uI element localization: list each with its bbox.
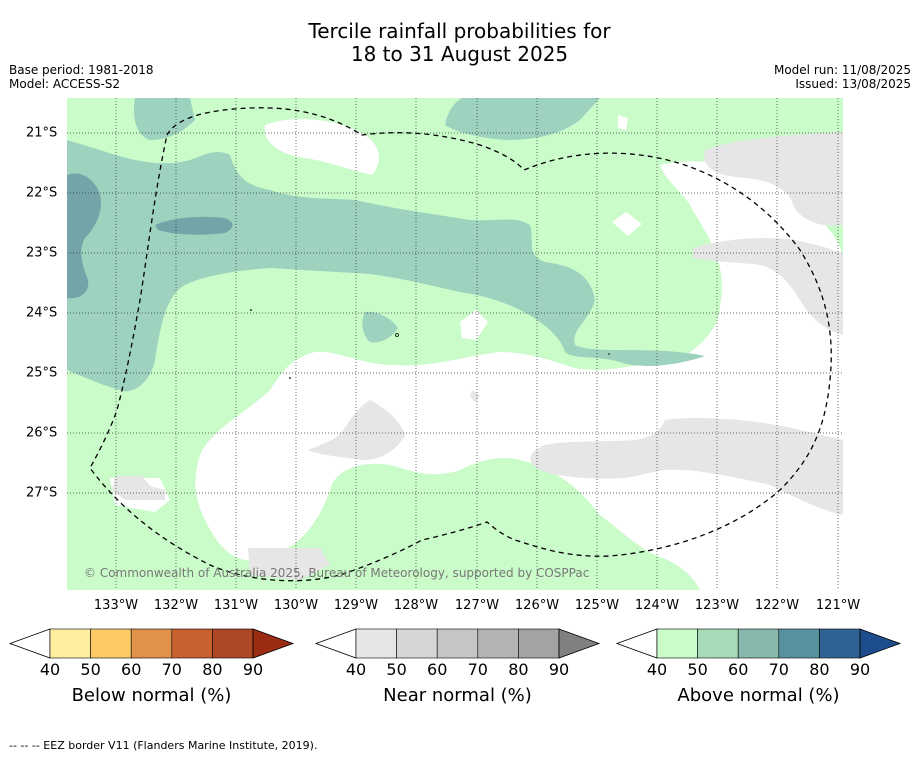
- colorbar-segment: [819, 628, 861, 659]
- longitude-tick: 131°W: [213, 598, 259, 613]
- colorbar-tick: 60: [121, 660, 142, 679]
- colorbar-segment: [355, 628, 397, 659]
- longitude-tick: 129°W: [333, 598, 379, 613]
- colorbar-tick: 40: [39, 660, 61, 679]
- colorbar-tick: 60: [728, 660, 749, 679]
- longitude-tick: 124°W: [634, 598, 680, 613]
- colorbar-title: Above normal (%): [677, 685, 840, 706]
- model-name: Model: ACCESS-S2: [9, 77, 121, 91]
- longitude-tick: 132°W: [153, 598, 199, 613]
- longitude-tick: 123°W: [694, 598, 740, 613]
- colorbars: [8, 628, 902, 659]
- latitude-tick: 26°S: [26, 425, 58, 441]
- colorbar-tick: 50: [386, 660, 407, 679]
- island-marker: [250, 309, 252, 311]
- meta-left: Base period: 1981-2018 Model: ACCESS-S2: [9, 63, 154, 91]
- neutral-regions: [110, 115, 843, 590]
- colorbar-segment: [737, 628, 780, 659]
- meta-right: Model run: 11/08/2025 Issued: 13/08/2025: [774, 63, 911, 91]
- colorbar-tick: 70: [467, 660, 488, 679]
- colorbar-title: Near normal (%): [383, 685, 532, 706]
- longitude-tick: 121°W: [815, 598, 861, 613]
- colorbar-segment: [90, 628, 132, 659]
- model-run: Model run: 11/08/2025: [773, 63, 911, 77]
- colorbar-tick: 50: [687, 660, 708, 679]
- above-60-region: [67, 173, 233, 299]
- colorbar-segment: [697, 628, 739, 659]
- colorbar-tick: 90: [849, 660, 871, 679]
- longitude-tick: 133°W: [93, 598, 139, 613]
- colorbar-tick: 90: [242, 660, 264, 679]
- chart-title: Tercile rainfall probabilities for 18 to…: [0, 20, 919, 66]
- colorbar-segment: [212, 628, 254, 659]
- latitude-tick: 25°S: [26, 365, 58, 381]
- island-marker: [395, 333, 399, 337]
- latitude-tick: 23°S: [26, 245, 58, 261]
- base-period: Base period: 1981-2018: [9, 63, 154, 77]
- colorbar-tick: 40: [345, 660, 367, 679]
- colorbar-segment: [49, 628, 91, 659]
- issued-date: Issued: 13/08/2025: [795, 77, 911, 91]
- eez-footnote: -- -- -- EEZ border V11 (Flanders Marine…: [9, 739, 318, 752]
- colorbar-over-triangle: [859, 628, 902, 659]
- colorbar-segment: [130, 628, 173, 659]
- latitude-tick: 21°S: [26, 125, 58, 141]
- longitude-tick: 122°W: [754, 598, 800, 613]
- copyright-text: © Commonwealth of Australia 2025, Bureau…: [84, 566, 589, 580]
- graticule: [67, 98, 843, 590]
- colorbar-segment: [778, 628, 820, 659]
- colorbar-tick: 60: [427, 660, 448, 679]
- colorbar-segment: [477, 628, 519, 659]
- colorbar-segment: [396, 628, 438, 659]
- colorbar-title: Below normal (%): [71, 685, 232, 706]
- longitude-tick: 125°W: [574, 598, 620, 613]
- island-marker: [608, 353, 610, 355]
- longitude-tick: 128°W: [393, 598, 439, 613]
- colorbar-under-triangle: [8, 628, 51, 659]
- colorbar-under-triangle: [615, 628, 658, 659]
- colorbar-tick: 70: [161, 660, 182, 679]
- colorbar-over-triangle: [252, 628, 295, 659]
- longitude-tick: 130°W: [273, 598, 319, 613]
- colorbar-tick: 80: [508, 660, 529, 679]
- colorbar-segment: [171, 628, 213, 659]
- longitude-tick: 126°W: [514, 598, 560, 613]
- colorbar-segment: [436, 628, 479, 659]
- above-50-region: [67, 98, 705, 392]
- colorbar-segment: [656, 628, 698, 659]
- colorbar-tick: 40: [646, 660, 668, 679]
- colorbar-tick: 80: [809, 660, 830, 679]
- near-40-region: [112, 132, 843, 580]
- latitude-tick: 24°S: [26, 305, 58, 321]
- latitude-tick: 27°S: [26, 485, 58, 501]
- eez-border: [89, 107, 832, 582]
- latitude-tick: 22°S: [26, 185, 58, 201]
- colorbar-segment: [518, 628, 560, 659]
- island-marker: [289, 377, 291, 379]
- title-line-2: 18 to 31 August 2025: [350, 42, 569, 66]
- colorbar-tick: 90: [548, 660, 570, 679]
- longitude-tick: 127°W: [454, 598, 500, 613]
- colorbar-tick: 80: [202, 660, 223, 679]
- colorbar-under-triangle: [314, 628, 357, 659]
- title-line-1: Tercile rainfall probabilities for: [308, 19, 611, 43]
- colorbar-tick: 50: [80, 660, 101, 679]
- colorbar-tick: 70: [768, 660, 789, 679]
- map-area[interactable]: [67, 98, 843, 590]
- colorbar-over-triangle: [558, 628, 601, 659]
